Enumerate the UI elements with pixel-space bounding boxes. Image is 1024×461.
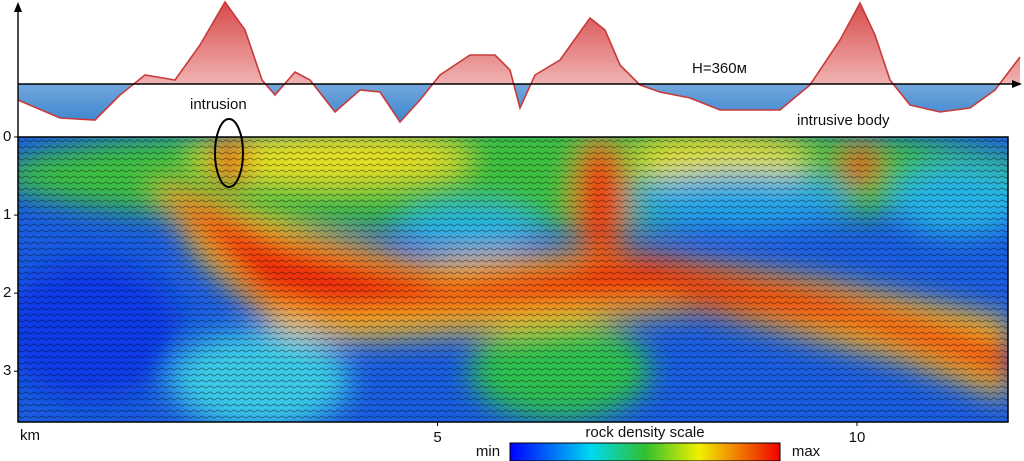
colorbar-max: max bbox=[792, 443, 821, 460]
x-tick-label: 5 bbox=[433, 429, 441, 446]
intrusion-marker bbox=[214, 118, 244, 188]
colorbar-title: rock density scale bbox=[585, 424, 704, 441]
x-unit: km bbox=[20, 427, 40, 444]
profile-label: H=360м bbox=[692, 60, 747, 77]
section-frame bbox=[17, 136, 1009, 423]
density-section bbox=[18, 137, 1008, 422]
arrow bbox=[1012, 80, 1022, 88]
annotation: intrusive body bbox=[797, 112, 890, 129]
x-tick-label: 10 bbox=[849, 429, 866, 446]
annotation: intrusion bbox=[190, 96, 247, 113]
anomaly-profile bbox=[17, 0, 1021, 124]
y-tick-label: 2 bbox=[3, 284, 11, 301]
colorbar bbox=[509, 442, 781, 461]
y-tick-label: 1 bbox=[3, 206, 11, 223]
colorbar-min: min bbox=[476, 443, 500, 460]
arrow bbox=[14, 2, 22, 12]
y-tick-label: 3 bbox=[3, 362, 11, 379]
y-tick-label: 0 bbox=[3, 128, 11, 145]
